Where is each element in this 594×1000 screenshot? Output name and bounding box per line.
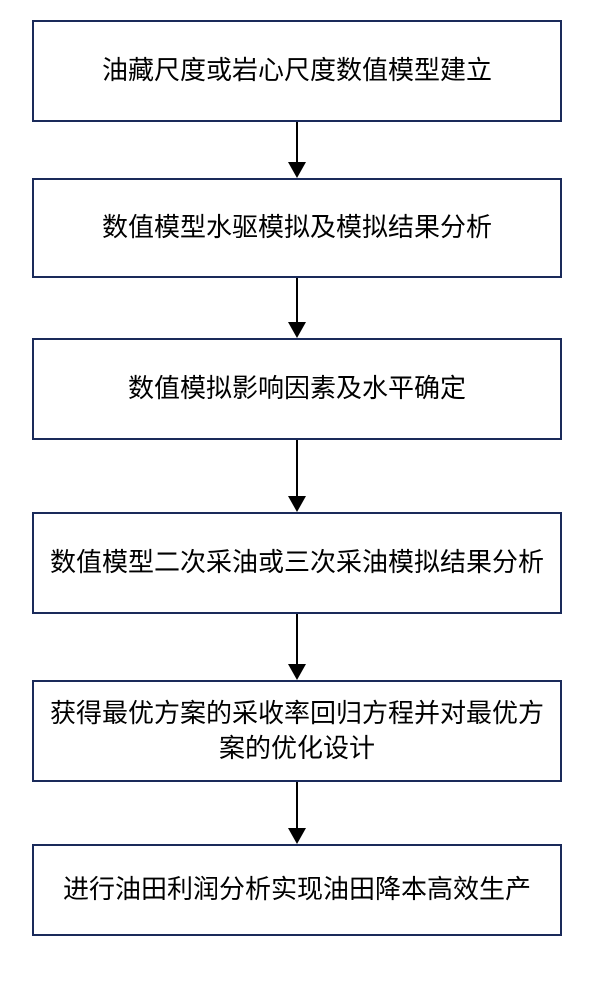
arrow-head-icon [288, 828, 306, 844]
flowchart-step: 获得最优方案的采收率回归方程并对最优方案的优化设计 [32, 680, 562, 782]
arrow-line [296, 122, 298, 162]
arrow-head-icon [288, 496, 306, 512]
flowchart-step-label: 油藏尺度或岩心尺度数值模型建立 [102, 53, 492, 88]
arrow-head-icon [288, 664, 306, 680]
flowchart-step: 进行油田利润分析实现油田降本高效生产 [32, 844, 562, 936]
arrow-head-icon [288, 322, 306, 338]
flowchart-arrow [288, 614, 306, 680]
flowchart-step: 数值模型二次采油或三次采油模拟结果分析 [32, 512, 562, 614]
flowchart-step-label: 数值模拟影响因素及水平确定 [128, 371, 466, 406]
flowchart-step-label: 获得最优方案的采收率回归方程并对最优方案的优化设计 [46, 696, 548, 766]
flowchart-arrow [288, 278, 306, 338]
arrow-line [296, 614, 298, 664]
flowchart-arrow [288, 782, 306, 844]
flowchart-container: 油藏尺度或岩心尺度数值模型建立数值模型水驱模拟及模拟结果分析数值模拟影响因素及水… [32, 20, 562, 936]
flowchart-step-label: 数值模型二次采油或三次采油模拟结果分析 [50, 545, 544, 580]
arrow-line [296, 782, 298, 828]
flowchart-step-label: 进行油田利润分析实现油田降本高效生产 [63, 872, 531, 907]
arrow-line [296, 440, 298, 496]
arrow-head-icon [288, 162, 306, 178]
flowchart-arrow [288, 440, 306, 512]
arrow-line [296, 278, 298, 322]
flowchart-step: 油藏尺度或岩心尺度数值模型建立 [32, 20, 562, 122]
flowchart-arrow [288, 122, 306, 178]
flowchart-step-label: 数值模型水驱模拟及模拟结果分析 [102, 210, 492, 245]
flowchart-step: 数值模型水驱模拟及模拟结果分析 [32, 178, 562, 278]
flowchart-step: 数值模拟影响因素及水平确定 [32, 338, 562, 440]
